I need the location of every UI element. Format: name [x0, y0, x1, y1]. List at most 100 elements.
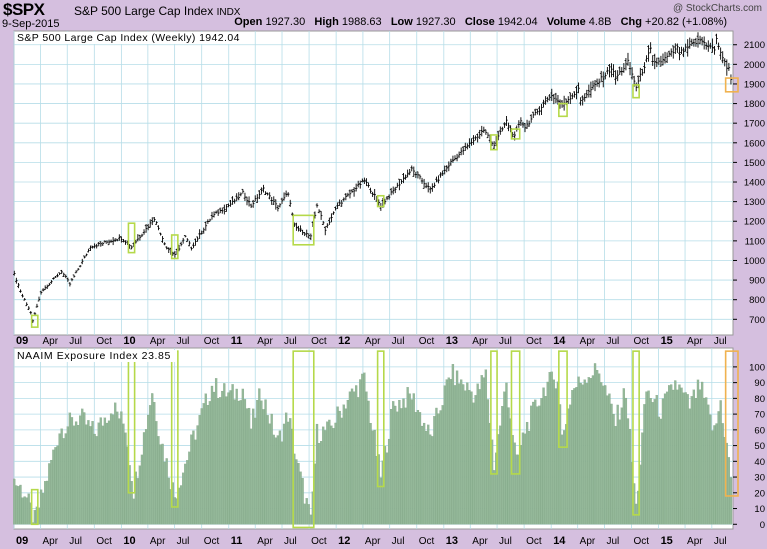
- naaim-bar: [616, 404, 619, 525]
- naaim-bar: [109, 413, 113, 525]
- naaim-bar: [79, 415, 82, 525]
- x-tick-label-bottom: Jul: [714, 536, 727, 547]
- naaim-bar: [239, 400, 242, 525]
- x-tick-label-bottom: 09: [16, 535, 28, 547]
- naaim-bar: [23, 496, 26, 525]
- naaim-bar: [355, 385, 358, 525]
- naaim-bar: [373, 429, 376, 525]
- naaim-bar: [560, 434, 564, 525]
- naaim-highlight-box: [724, 350, 739, 497]
- x-tick-label-bottom: 14: [553, 535, 566, 547]
- ticker-symbol: $SPX: [3, 0, 45, 19]
- naaim-bar: [217, 398, 220, 525]
- price-highlight-box: [170, 234, 179, 260]
- x-tick-label-top: Apr: [365, 336, 381, 347]
- naaim-bar: [546, 381, 549, 525]
- naaim-y-tick-label: 60: [754, 425, 765, 436]
- naaim-bar: [33, 510, 37, 525]
- naaim-bar: [138, 465, 142, 525]
- naaim-bar: [83, 412, 86, 525]
- naaim-bar: [703, 397, 706, 525]
- naaim-bar: [441, 405, 444, 525]
- low-value: 1927.30: [415, 16, 456, 28]
- naaim-bar: [245, 408, 249, 525]
- naaim-bar: [682, 392, 685, 525]
- naaim-y-tick-label: 90: [754, 378, 765, 389]
- naaim-bar: [167, 477, 170, 525]
- naaim-bar: [256, 400, 259, 525]
- naaim-bar: [252, 408, 255, 525]
- x-tick-label-top: Oct: [96, 336, 112, 347]
- x-axis: 09 09 Apr Apr Jul Jul Oct Oct 10 10 Apr Apr Jul Jul Oc…: [16, 335, 727, 547]
- naaim-bar: [721, 423, 724, 525]
- naaim-bar: [192, 430, 195, 525]
- naaim-bar: [70, 417, 74, 525]
- naaim-bar: [713, 425, 716, 525]
- naaim-bar: [602, 385, 605, 525]
- naaim-bar: [56, 445, 59, 525]
- naaim-bar: [272, 434, 275, 525]
- naaim-title-bg: [15, 350, 177, 362]
- naaim-bar: [661, 398, 665, 525]
- naaim-y-tick-label: 100: [749, 362, 765, 373]
- x-tick-label-top: Apr: [257, 336, 273, 347]
- open-label: Open: [234, 16, 263, 28]
- x-tick-label-bottom: Apr: [365, 536, 381, 547]
- naaim-bar: [95, 436, 98, 525]
- price-y-tick-label: 1700: [744, 119, 765, 130]
- naaim-bar: [402, 398, 405, 525]
- naaim-bar: [85, 424, 88, 525]
- naaim-bar: [46, 480, 49, 525]
- naaim-bar: [163, 461, 166, 525]
- naaim-bar: [657, 416, 660, 525]
- naaim-bar: [591, 375, 595, 525]
- naaim-bar: [149, 405, 152, 525]
- naaim-bar: [284, 412, 288, 525]
- naaim-bar: [247, 407, 251, 525]
- naaim-bar: [678, 384, 681, 525]
- naaim-bar: [270, 413, 273, 525]
- high-value: 1988.63: [341, 16, 382, 28]
- price-panel-title: S&P 500 Large Cap Index (Weekly) 1942.04: [17, 32, 240, 44]
- naaim-bar: [268, 423, 271, 525]
- naaim-bar: [525, 421, 529, 525]
- naaim-bar: [398, 400, 401, 525]
- naaim-bar: [118, 418, 121, 525]
- price-y-tick-label: 2000: [744, 60, 765, 71]
- naaim-bar: [707, 404, 710, 525]
- close-value: 1942.04: [497, 16, 538, 28]
- naaim-bar: [305, 498, 308, 525]
- x-tick-label-bottom: Jul: [392, 536, 405, 547]
- naaim-bar: [540, 398, 543, 525]
- naaim-bar: [173, 497, 177, 525]
- naaim-bar: [89, 426, 92, 525]
- price-y-tick-label: 800: [749, 295, 765, 306]
- naaim-y-tick-label: 0: [760, 520, 765, 531]
- naaim-bar: [227, 392, 230, 525]
- naaim-bar: [468, 390, 471, 525]
- naaim-bar: [107, 420, 111, 525]
- naaim-bar: [114, 402, 117, 525]
- naaim-bar: [322, 426, 325, 525]
- naaim-bar: [25, 497, 28, 525]
- naaim-bar: [334, 422, 337, 525]
- naaim-bar: [727, 457, 731, 525]
- volume-label: Volume: [546, 16, 586, 28]
- naaim-bar: [674, 380, 677, 525]
- naaim-bar: [645, 391, 648, 525]
- naaim-bar: [422, 422, 426, 525]
- naaim-bar: [394, 405, 397, 525]
- volume-value: 4.8B: [588, 16, 612, 28]
- naaim-bar: [262, 409, 265, 525]
- naaim-bar: [87, 420, 90, 525]
- naaim-bar: [668, 385, 671, 525]
- annotation-boxes: [30, 77, 739, 529]
- naaim-bar: [579, 382, 582, 525]
- naaim-bar: [93, 433, 96, 525]
- naaim-bar: [188, 451, 191, 525]
- naaim-bar: [264, 399, 267, 525]
- naaim-bar: [132, 498, 135, 525]
- naaim-bar: [589, 378, 593, 525]
- naaim-bar: [159, 444, 162, 525]
- naaim-bar: [155, 421, 158, 525]
